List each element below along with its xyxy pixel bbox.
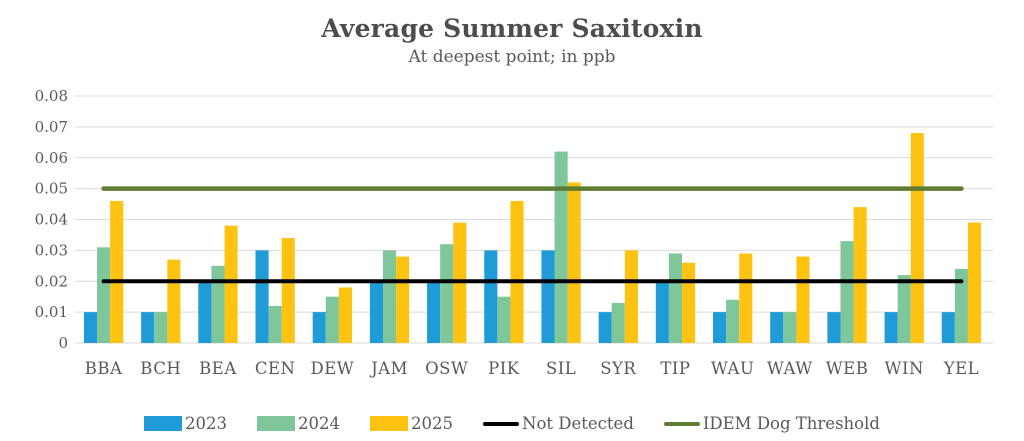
bar-CEN-2024 [268,305,282,343]
bar-WIN-2024 [897,275,911,343]
x-axis-category-label: DEW [310,359,354,378]
bar-SYR-2023 [598,312,612,343]
bar-SYR-2025 [624,250,638,343]
bar-DEW-2025 [338,287,352,343]
bar-PIK-2023 [484,250,498,343]
bar-WAW-2024 [783,312,797,343]
bar-BCH-2023 [141,312,155,343]
x-axis-category-label: TIP [660,359,690,378]
x-axis-category-label: SYR [600,359,636,378]
bar-WIN-2023 [884,312,898,343]
bar-SIL-2024 [554,151,568,343]
legend-item-2024: 2024 [257,414,340,433]
bar-BEA-2025 [224,225,238,343]
bar-BCH-2025 [167,259,181,343]
legend-label: IDEM Dog Threshold [702,414,880,433]
legend-swatch-color-icon [144,416,183,431]
legend-label: 2024 [298,414,341,433]
bar-JAM-2023 [369,281,383,343]
bar-SIL-2023 [541,250,555,343]
x-axis-category-label: YEL [943,359,979,378]
x-axis-category-label: CEN [255,359,296,378]
x-axis-category-label: BBA [85,359,123,378]
y-axis-tick-label: 0.04 [35,211,68,229]
bar-BBA-2024 [97,247,111,343]
chart-svg: 0 0.01 0.02 0.03 0.04 0.05 0.06 0.07 0.08 BBA BCH B… [35,87,993,378]
bar-BCH-2024 [154,312,168,343]
legend-swatch-color-icon [370,416,409,431]
bar-OSW-2023 [427,281,441,343]
legend-item-2023: 2023 [144,414,227,433]
bar-WAU-2025 [739,253,753,343]
plot-area: 0 0.01 0.02 0.03 0.04 0.05 0.06 0.07 0.08 BBA BCH B… [0,85,1024,395]
y-axis-tick-label: 0.02 [35,272,68,290]
x-axis-category-label: WEB [826,359,869,378]
x-axis-category-label: BCH [140,359,181,378]
bar-SIL-2025 [567,182,581,343]
chart-legend: 2023 2024 2025 Not Detected IDEM Dog Thresho… [0,414,1024,433]
bar-JAM-2024 [382,250,397,343]
legend-label: 2025 [411,414,454,433]
bar-WAW-2025 [796,256,810,343]
bar-SYR-2024 [611,302,625,343]
legend-swatch-line-icon [663,421,700,426]
bar-CEN-2025 [281,238,295,343]
y-axis-tick-label: 0.03 [35,241,68,259]
bar-BBA-2025 [110,200,124,343]
chart-title: Average Summer Saxitoxin [321,14,703,43]
x-axis-category-label: PIK [488,359,520,378]
bar-BEA-2023 [198,281,212,343]
bar-WEB-2025 [853,207,867,343]
legend-label: 2023 [185,414,228,433]
bar-BEA-2024 [211,265,225,343]
bar-BBA-2023 [83,312,98,343]
legend-item-2025: 2025 [370,414,453,433]
bar-TIP-2023 [655,281,669,343]
y-axis-tick-label: 0.08 [35,87,68,105]
y-axis-tick-label: 0.07 [35,118,68,136]
legend-item-not-detected: Not Detected [483,414,634,433]
bar-WAW-2023 [770,312,784,343]
y-axis-tick-label: 0.01 [35,303,68,321]
bar-WIN-2025 [910,133,924,343]
bar-TIP-2025 [682,262,696,343]
x-axis-category-label: BEA [199,359,237,378]
x-axis-category-label: OSW [425,359,468,378]
bar-YEL-2024 [954,268,968,343]
bar-WEB-2024 [840,241,854,343]
bar-PIK-2024 [497,296,511,343]
bar-CEN-2023 [255,250,269,343]
legend-swatch-color-icon [257,416,296,431]
bar-JAM-2025 [396,256,410,343]
legend-label: Not Detected [522,414,634,433]
x-axis-category-label: WAW [767,359,813,378]
bar-WEB-2023 [827,312,841,343]
y-axis-tick-label: 0 [58,334,68,352]
x-axis-category-label: SIL [546,359,576,378]
bar-DEW-2024 [325,296,339,343]
chart-subtitle: At deepest point; in ppb [408,47,616,67]
legend-swatch-line-icon [483,421,520,426]
bar-WAU-2024 [726,299,740,343]
bar-TIP-2024 [668,253,683,343]
legend-item-idem-dog-threshold: IDEM Dog Threshold [663,414,880,433]
bar-WAU-2023 [713,312,727,343]
bar-OSW-2024 [440,244,454,343]
y-axis-tick-label: 0.05 [35,180,68,198]
x-axis-category-label: WIN [885,359,924,378]
y-axis-tick-label: 0.06 [35,149,68,167]
bar-DEW-2023 [312,312,326,343]
x-axis-category-label: WAU [711,359,754,378]
x-axis-category-label: JAM [369,359,408,378]
bar-PIK-2025 [510,200,524,343]
bar-YEL-2025 [967,222,982,343]
bar-YEL-2023 [941,312,955,343]
